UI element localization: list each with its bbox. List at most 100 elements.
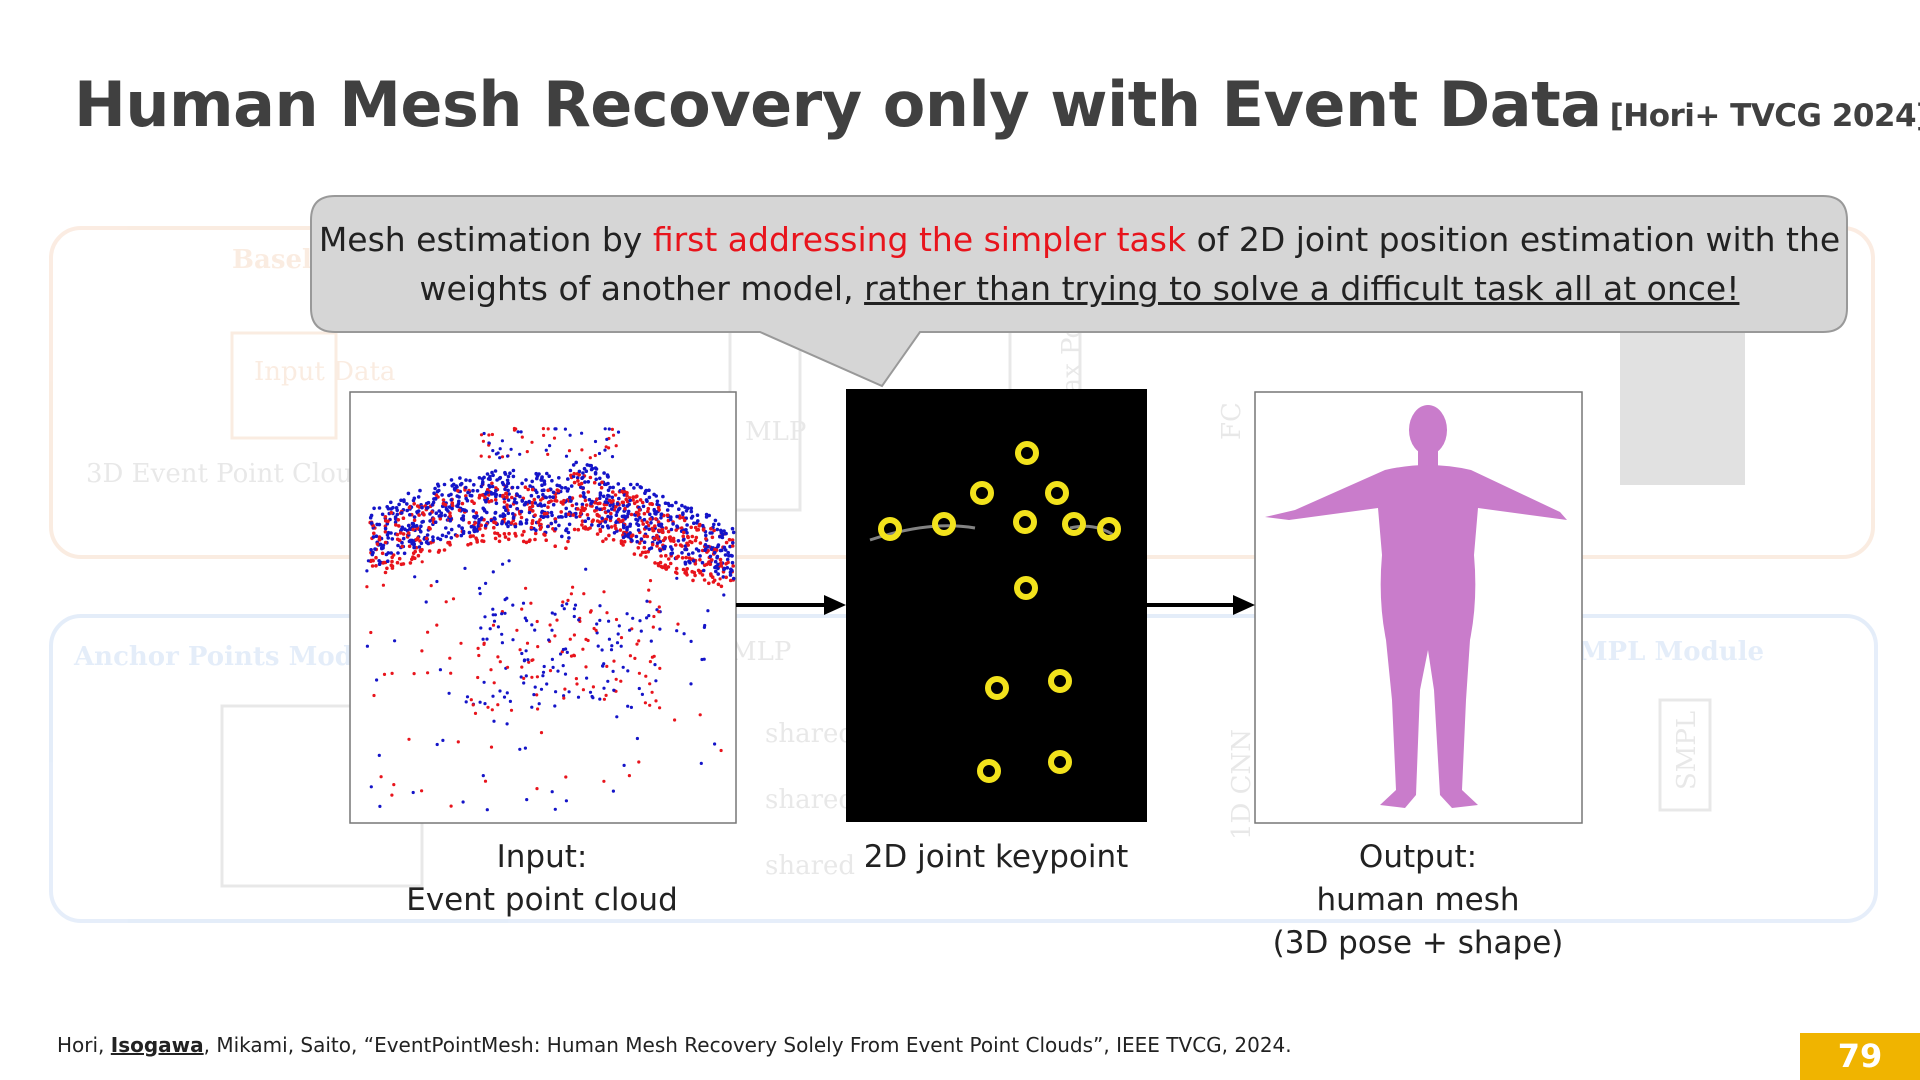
event-point xyxy=(513,497,517,501)
event-point xyxy=(551,495,555,500)
event-point xyxy=(485,490,490,495)
event-point xyxy=(397,538,402,542)
event-point xyxy=(569,484,574,488)
event-point xyxy=(541,492,545,497)
event-point xyxy=(377,559,381,563)
event-point xyxy=(479,433,484,437)
event-point xyxy=(525,450,529,454)
event-point xyxy=(407,539,412,544)
event-point xyxy=(465,695,470,699)
highlight: first addressing the simpler task xyxy=(652,220,1187,259)
event-point xyxy=(658,548,663,553)
event-point xyxy=(555,618,559,622)
event-point xyxy=(505,478,510,483)
event-point xyxy=(657,610,661,614)
event-point xyxy=(519,515,524,520)
event-point xyxy=(392,783,396,787)
event-point xyxy=(659,564,664,569)
event-point xyxy=(597,451,602,456)
event-point xyxy=(658,627,662,631)
event-point xyxy=(394,523,398,527)
event-point xyxy=(516,430,520,434)
event-point xyxy=(731,564,735,568)
event-point xyxy=(708,554,713,559)
event-point xyxy=(545,511,549,516)
event-point xyxy=(553,544,557,548)
event-point xyxy=(533,531,538,536)
event-point xyxy=(669,527,674,532)
event-point xyxy=(438,537,443,542)
event-point xyxy=(369,548,373,552)
event-point xyxy=(602,697,607,701)
event-point xyxy=(520,651,524,656)
event-point xyxy=(638,516,642,520)
event-point xyxy=(572,480,577,485)
event-point xyxy=(479,454,483,458)
event-point xyxy=(426,541,430,545)
event-point xyxy=(523,485,528,490)
event-point xyxy=(570,503,575,508)
event-point xyxy=(657,605,661,609)
event-point xyxy=(593,453,597,458)
keypoint xyxy=(1015,441,1039,465)
event-point xyxy=(680,551,684,555)
event-point xyxy=(702,578,707,582)
event-point xyxy=(485,472,490,476)
event-point xyxy=(396,551,400,555)
event-point xyxy=(483,615,487,619)
event-point xyxy=(389,510,394,515)
event-point xyxy=(378,804,382,809)
event-point xyxy=(497,539,502,544)
event-point xyxy=(603,427,607,431)
bg-label: shared xyxy=(765,785,855,815)
event-point xyxy=(574,515,579,519)
event-point xyxy=(548,669,553,673)
event-point xyxy=(615,641,620,645)
event-point xyxy=(625,612,629,616)
event-point xyxy=(581,491,586,495)
event-point xyxy=(448,656,452,660)
event-point xyxy=(683,505,687,510)
event-point xyxy=(689,682,693,686)
event-point xyxy=(536,707,540,711)
event-point xyxy=(689,525,693,530)
event-point xyxy=(597,482,602,487)
event-point xyxy=(648,703,652,707)
event-point xyxy=(460,526,464,530)
event-point xyxy=(606,514,610,519)
event-point xyxy=(413,575,417,579)
event-point xyxy=(674,556,679,560)
event-point xyxy=(648,512,652,517)
event-point xyxy=(728,573,733,577)
event-point xyxy=(455,534,459,538)
event-point xyxy=(375,542,380,546)
event-point xyxy=(419,524,423,528)
event-point xyxy=(380,512,385,517)
event-point xyxy=(621,487,626,491)
event-point xyxy=(560,534,564,539)
event-point xyxy=(655,533,659,538)
event-point xyxy=(625,493,629,498)
event-point xyxy=(555,483,559,488)
event-point xyxy=(473,711,478,716)
event-point xyxy=(451,597,456,601)
event-point xyxy=(685,531,689,535)
event-point xyxy=(380,551,385,556)
event-point xyxy=(628,498,632,503)
event-point xyxy=(470,524,475,529)
event-point xyxy=(413,556,417,561)
event-point xyxy=(680,544,684,548)
event-point xyxy=(563,486,568,490)
event-point xyxy=(722,529,726,533)
event-point xyxy=(579,508,583,513)
event-point xyxy=(710,535,715,540)
event-point xyxy=(686,534,690,539)
event-point xyxy=(492,491,497,496)
event-point xyxy=(626,669,630,673)
event-point xyxy=(489,490,493,495)
event-point xyxy=(417,545,422,549)
event-point xyxy=(464,478,468,482)
event-point xyxy=(545,514,550,519)
event-point xyxy=(584,503,589,507)
bg-label: MLP xyxy=(745,417,806,447)
